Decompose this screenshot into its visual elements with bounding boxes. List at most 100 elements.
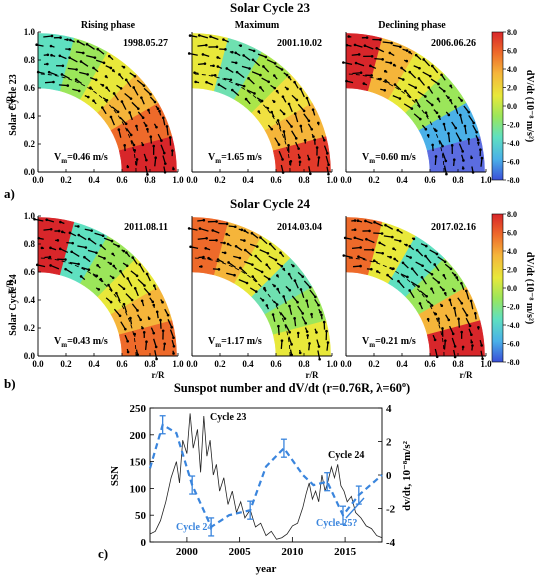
c-yr-tick: -2 — [386, 504, 396, 516]
cycle23-label: Cycle 23 — [210, 412, 246, 423]
polar-panel-1-1: 0.0 0.2 0.4 0.6 0.8 1.0 r/R 2014.03.04 Vm=1.17 m… — [186, 216, 338, 380]
ylabel-left: SSN — [109, 466, 121, 486]
colorbar-tick: -8.0 — [507, 176, 520, 185]
colorbar-tick: -4.0 — [507, 321, 520, 330]
colorbar-tick: 0.0 — [507, 284, 517, 293]
colorbar-tick: 8.0 — [507, 210, 517, 219]
c-yl-tick: 0 — [141, 537, 147, 549]
c-x-tick: 2005 — [229, 546, 252, 558]
panel-date: 1998.05.27 — [123, 38, 168, 49]
cycle24-blue-label: Cycle 24 — [176, 522, 212, 533]
polar-y-label: r/R — [5, 95, 15, 108]
c-x-tick: 2010 — [281, 546, 304, 558]
panel-vm: Vm=0.21 m/s — [362, 336, 416, 349]
colorbar-tick: 6.0 — [507, 47, 517, 56]
panel-letter-b: b) — [4, 376, 16, 391]
polar-x-tick: 0.2 — [214, 359, 226, 369]
polar-x-label: r/R — [306, 370, 319, 380]
polar-y-tick: 0.0 — [24, 167, 36, 177]
polar-y-tick: 0.2 — [24, 139, 36, 149]
polar-x-tick: 0.2 — [368, 175, 380, 185]
c-yl-tick: 100 — [130, 483, 147, 495]
polar-panel-0-2: 0.0 0.2 0.4 0.6 0.8 1.0 2006.06.26 Vm=0.60 m/s — [340, 32, 492, 185]
polar-y-tick: 0.4 — [24, 111, 36, 121]
polar-x-tick: 0.8 — [452, 175, 464, 185]
panel-date: 2006.06.26 — [431, 38, 476, 49]
polar-x-label: r/R — [460, 370, 473, 380]
polar-x-tick: 1.0 — [480, 175, 492, 185]
polar-x-tick: 0.0 — [340, 359, 352, 369]
polar-y-tick: 1.0 — [24, 211, 36, 221]
ssn-dvdt-plot: 2000 2005 2010 2015 0 50 100 150 200 250 -4 -2 0 2 4 C… — [109, 403, 413, 575]
polar-x-tick: 0.6 — [270, 359, 282, 369]
c-yr-tick: 0 — [386, 470, 392, 482]
section-c-title: Sunspot number and dV/dt (r=0.76R, λ=60o… — [174, 380, 410, 395]
polar-x-label: r/R — [152, 370, 165, 380]
polar-x-tick: 1.0 — [326, 359, 338, 369]
colorbar-tick: 0.0 — [507, 102, 517, 111]
section-a-title: Solar Cycle 23 — [230, 0, 310, 15]
row-b-label: Solar Cycle 24 — [8, 274, 19, 335]
polar-y-tick: 0.2 — [24, 323, 36, 333]
phase-label-maximum: Maximum — [235, 20, 280, 31]
row-a-label: Solar Cycle 23 — [8, 74, 19, 135]
polar-x-tick: 0.0 — [340, 175, 352, 185]
colorbar-tick: 2.0 — [507, 84, 517, 93]
panel-date: 2017.02.16 — [431, 222, 476, 233]
colorbar-tick: 4.0 — [507, 247, 517, 256]
ssn-series-line — [149, 413, 383, 540]
polar-x-tick: 0.6 — [270, 175, 282, 185]
panel-date: 2014.03.04 — [277, 222, 322, 233]
colorbar-tick: -8.0 — [507, 358, 520, 367]
colorbar-b: 8.0 6.0 4.0 2.0 0.0 -2.0 -4.0 -6.0 -8.0 dV/dt (1… — [491, 210, 535, 367]
colorbar-a: 8.0 6.0 4.0 2.0 0.0 -2.0 -4.0 -6.0 -8.0 dV/dt (1… — [491, 28, 535, 185]
c-yl-tick: 150 — [130, 457, 147, 469]
dvdt-series-line — [148, 423, 383, 529]
polar-x-tick: 0.0 — [32, 359, 44, 369]
polar-y-tick: 0.6 — [24, 267, 36, 277]
colorbar-tick: -6.0 — [507, 158, 520, 167]
panel-vm: Vm=1.65 m/s — [208, 152, 262, 165]
polar-x-tick: 0.0 — [186, 175, 198, 185]
panel-date: 2011.08.11 — [124, 222, 168, 233]
polar-x-tick: 0.4 — [88, 175, 100, 185]
section-b-title: Solar Cycle 24 — [230, 196, 310, 211]
polar-panel-1-0: 0.0 0.2 0.4 0.6 0.8 1.0 0.0 0.2 0.4 0.6 0.8 1.0 r/R r… — [5, 211, 184, 380]
polar-x-tick: 0.2 — [60, 359, 72, 369]
polar-x-tick: 0.4 — [88, 359, 100, 369]
phase-label-rising: Rising phase — [81, 20, 136, 31]
polar-x-tick: 0.2 — [368, 359, 380, 369]
c-yr-tick: 4 — [386, 403, 392, 415]
c-yr-tick: -4 — [386, 537, 396, 549]
c-yl-tick: 250 — [130, 403, 147, 415]
colorbar-tick: -4.0 — [507, 139, 520, 148]
polar-y-tick: 1.0 — [24, 27, 36, 37]
polar-x-tick: 0.0 — [32, 175, 44, 185]
panel-letter-a: a) — [4, 186, 15, 201]
colorbar-tick: -6.0 — [507, 340, 520, 349]
polar-y-tick: 0.8 — [24, 239, 36, 249]
colorbar-tick: 4.0 — [507, 65, 517, 74]
c-x-tick: 2015 — [334, 546, 357, 558]
polar-x-tick: 1.0 — [172, 359, 184, 369]
colorbar-tick: 6.0 — [507, 229, 517, 238]
polar-panel-1-2: 0.0 0.2 0.4 0.6 0.8 1.0 r/R 2017.02.16 Vm=0.21 m… — [340, 216, 492, 380]
c-yr-tick: 2 — [386, 437, 392, 449]
colorbar-tick: -2.0 — [507, 121, 520, 130]
polar-x-tick: 0.8 — [144, 359, 156, 369]
polar-x-tick: 0.6 — [116, 175, 128, 185]
colorbar-a-label: dV/dt (10⁻⁸ m/s²) — [524, 70, 535, 142]
polar-y-label: r/R — [5, 279, 15, 292]
panel-date: 2001.10.02 — [277, 38, 322, 49]
polar-x-tick: 0.8 — [452, 359, 464, 369]
polar-x-tick: 0.2 — [214, 175, 226, 185]
polar-y-tick: 0.8 — [24, 55, 36, 65]
c-yl-tick: 50 — [135, 510, 147, 522]
polar-x-tick: 0.8 — [144, 175, 156, 185]
polar-x-tick: 0.8 — [298, 175, 310, 185]
colorbar-tick: 8.0 — [507, 28, 517, 37]
polar-x-tick: 0.4 — [396, 175, 408, 185]
polar-panels: 0.0 0.2 0.4 0.6 0.8 1.00.00.20.40.60.81.0r/R1… — [5, 27, 492, 380]
polar-x-tick: 0.4 — [242, 175, 254, 185]
